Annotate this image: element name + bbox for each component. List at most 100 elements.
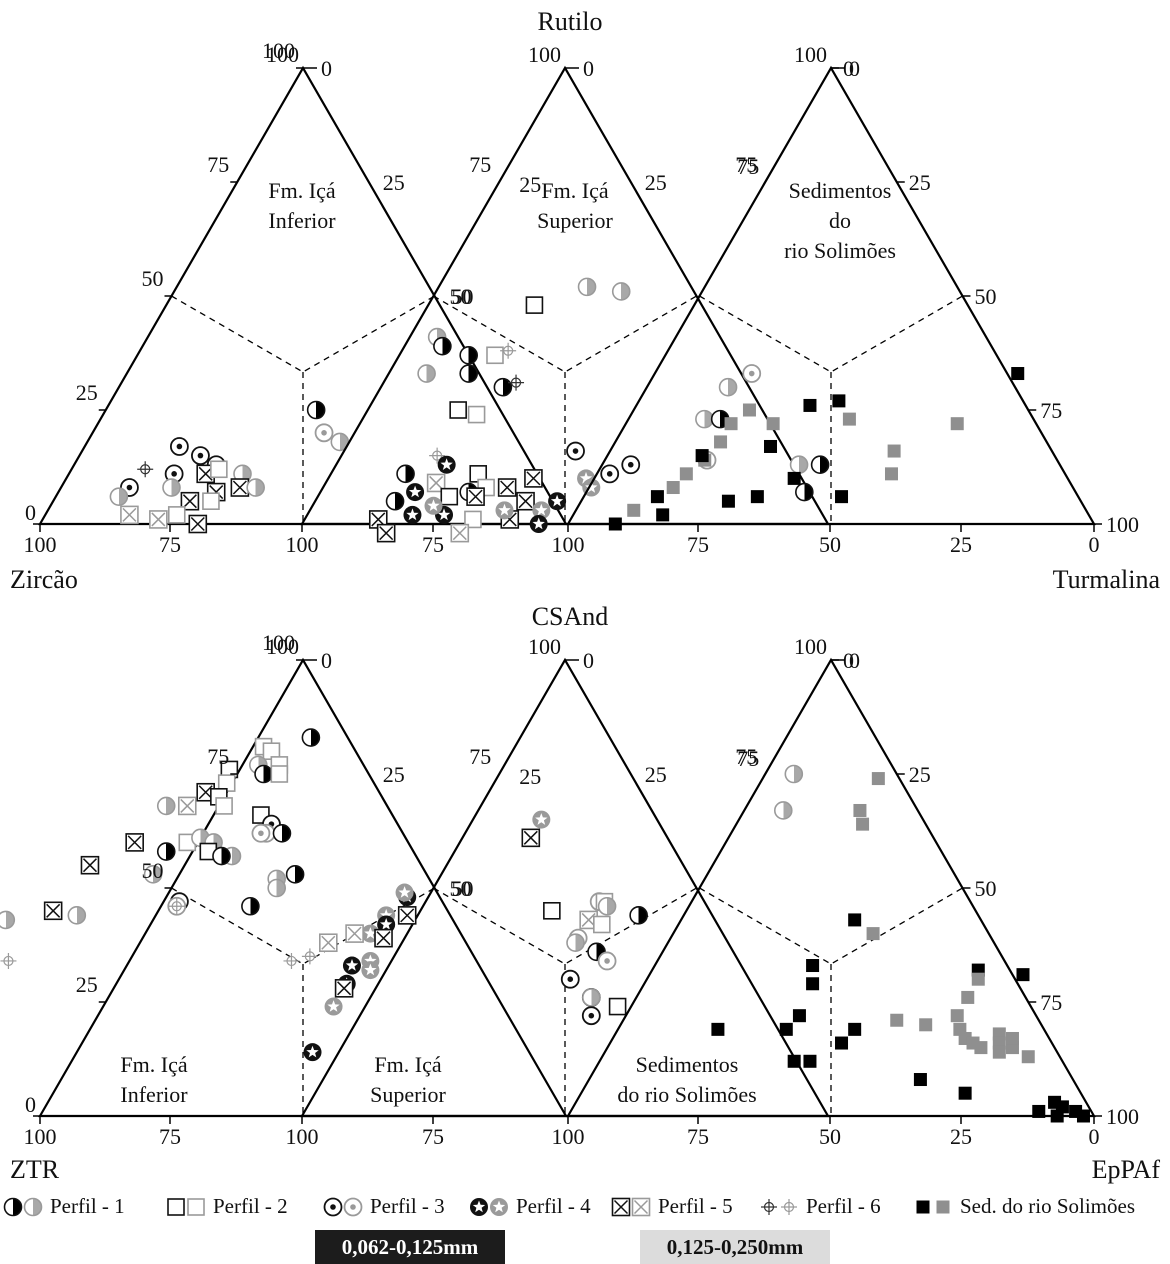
- data-point-sed: [679, 467, 693, 481]
- data-point-sed: [803, 1054, 817, 1068]
- left-tick-label: 100: [262, 630, 295, 655]
- right-tick-label: 50: [975, 876, 997, 901]
- base-tick-label: 0: [1089, 532, 1100, 557]
- left-axis-label: ZTR: [10, 1155, 60, 1184]
- panel-label: Inferior: [120, 1082, 188, 1107]
- left-tick-label: 0: [25, 1092, 36, 1117]
- data-point-p1: [784, 764, 804, 784]
- data-point-p6: [500, 342, 517, 359]
- field-boundaries: [699, 887, 963, 1116]
- data-point-sed: [779, 1022, 793, 1036]
- data-point-p6: [168, 898, 185, 915]
- right-axis-label: EpPAf: [1092, 1155, 1161, 1184]
- triangle-outline: [300, 65, 830, 526]
- data-point-p5: [450, 523, 470, 543]
- data-point-p1: [143, 865, 163, 884]
- data-point-sed: [724, 417, 738, 431]
- data-point-p1: [241, 896, 260, 916]
- data-point-p6: [508, 374, 525, 391]
- ternary-panel-2: Fm. Içá Superior: [300, 65, 830, 543]
- data-point-sed: [666, 481, 680, 495]
- base-tick-label: 75: [159, 532, 181, 557]
- coarse-fraction-label: 0,125-0,250mm: [640, 1230, 830, 1264]
- data-point-p2: [608, 997, 627, 1016]
- legend-item-sed: Sed. do rio Solimões: [912, 1194, 1135, 1219]
- apex-tick-label: 0: [321, 56, 332, 81]
- data-point-sed: [958, 1086, 972, 1100]
- legend-marker-fine: [916, 1200, 930, 1213]
- legend-symbol-p5: [610, 1195, 658, 1219]
- left-tick-label: 50: [142, 266, 164, 291]
- legend-symbol-p4: [468, 1195, 516, 1219]
- legend-marker-coarse: [343, 1197, 363, 1216]
- apex-tick-label: 100: [794, 634, 827, 659]
- data-point-sed: [742, 403, 756, 417]
- data-point-p1: [566, 933, 585, 953]
- data-point-p4: [342, 956, 361, 975]
- data-point-p5: [120, 505, 139, 525]
- right-tick-label: 50: [975, 284, 997, 309]
- data-point-p5: [345, 924, 364, 943]
- data-point-p6: [0, 952, 17, 969]
- data-point-sed: [974, 1041, 988, 1055]
- panel-label: Sedimentos: [789, 178, 892, 203]
- base-tick-label: 100: [552, 1124, 585, 1149]
- left-tick-label: 75: [469, 744, 491, 769]
- data-point-p5: [376, 523, 396, 543]
- data-point-p5: [177, 796, 197, 816]
- data-point-p5: [374, 928, 393, 948]
- data-point-p4: [406, 483, 425, 502]
- legend-label: Perfil - 3: [370, 1194, 445, 1218]
- inner-tick-label: 25: [519, 764, 541, 789]
- data-point-p5: [466, 487, 485, 506]
- data-point-sed: [950, 417, 964, 431]
- right-tick-label: 100: [1106, 512, 1139, 537]
- data-point-sed: [695, 449, 709, 463]
- inner-tick-label: 25: [519, 172, 541, 197]
- data-point-p6: [301, 948, 318, 965]
- data-point-p1: [254, 764, 273, 784]
- data-point-p2: [270, 765, 289, 783]
- left-tick-label: 75: [207, 152, 229, 177]
- legend: Perfil - 1 Perfil - 2 Perfil - 3 Perfil …: [0, 1192, 1170, 1226]
- data-point-sed: [627, 503, 641, 517]
- inner-tick-label: 75: [737, 746, 759, 771]
- data-point-sed: [992, 1045, 1006, 1059]
- legend-symbol-p6: [758, 1195, 806, 1219]
- data-point-p1: [629, 906, 648, 925]
- data-point-sed: [884, 467, 898, 481]
- apex-tick-label: 100: [528, 634, 561, 659]
- data-point-p3: [251, 823, 271, 843]
- right-tick-label: 100: [1106, 1104, 1139, 1129]
- data-point-p1: [577, 277, 597, 297]
- data-point-p1: [396, 464, 415, 484]
- right-tick-label: 25: [645, 762, 667, 787]
- legend-marker-coarse: [631, 1197, 651, 1216]
- data-point-sed: [971, 972, 985, 986]
- legend-symbol-sed: [912, 1195, 960, 1219]
- data-point-sed: [1011, 367, 1025, 381]
- data-point-sed: [787, 471, 801, 485]
- field-boundaries: [171, 295, 435, 524]
- data-point-sed: [1021, 1050, 1035, 1064]
- data-point-p5: [334, 979, 354, 998]
- legend-symbol-p1: [2, 1195, 50, 1219]
- panel-label: Sedimentos: [636, 1052, 739, 1077]
- legend-label: Perfil - 4: [516, 1194, 591, 1218]
- right-tick-label: 25: [383, 170, 405, 195]
- data-point-p4: [495, 501, 514, 520]
- right-tick-label: 25: [645, 170, 667, 195]
- data-point-p1: [718, 377, 738, 397]
- legend-marker-fine: [3, 1197, 23, 1216]
- left-tick-label: 25: [76, 972, 98, 997]
- data-point-p5: [188, 514, 208, 534]
- field-boundaries: [433, 887, 697, 1116]
- data-point-p5: [426, 473, 446, 493]
- legend-item-p1: Perfil - 1: [2, 1194, 125, 1219]
- base-tick-label: 100: [552, 532, 585, 557]
- data-point-p5: [497, 478, 517, 497]
- data-point-sed: [608, 517, 622, 531]
- data-point-p1: [695, 409, 714, 429]
- ternary-chart-light-minerals: Fm. Içá Inferior Fm. Içá Superior Sedimentos…: [0, 602, 1160, 1184]
- base-tick-label: 75: [422, 1124, 444, 1149]
